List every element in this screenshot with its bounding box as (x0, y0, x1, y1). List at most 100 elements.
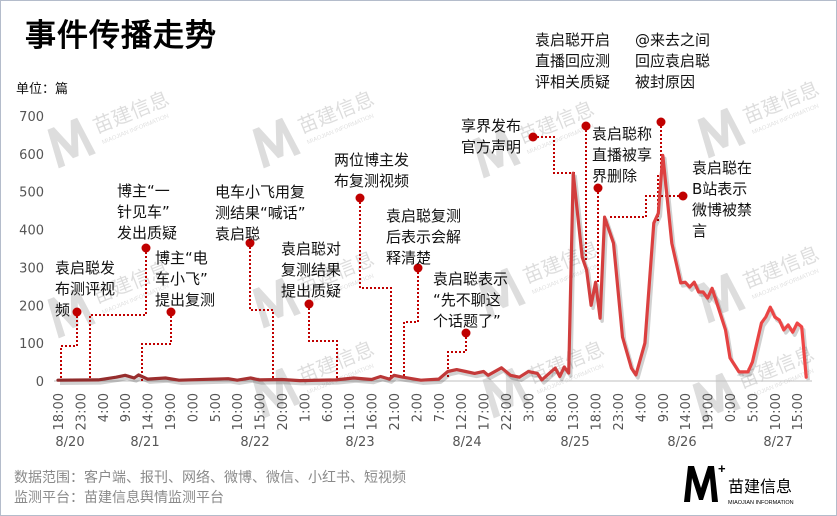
x-tick-label: 6:00 (321, 393, 336, 422)
annotation-text: 官方声明 (461, 138, 521, 156)
annotation-dot (593, 183, 603, 193)
annotation-text: “先不聊这 (433, 291, 501, 309)
x-tick-label: 23:00 (612, 393, 627, 430)
annotation-text: 提出复测 (155, 291, 215, 309)
watermark-m-mark (252, 117, 301, 169)
watermark-m-mark (482, 367, 531, 419)
annotation-text: @来去之间 (635, 31, 710, 49)
unit-label: 单位：篇 (16, 82, 69, 97)
watermark-m-mark (697, 107, 746, 159)
x-tick-label: 8:00 (545, 393, 560, 422)
annotation-text: 袁启聪发 (55, 259, 115, 277)
annotation-leader (308, 304, 338, 381)
annotation-text: 直播回应测 (535, 52, 610, 70)
annotation-text: 测结果“喊话” (215, 204, 306, 222)
x-date-label: 8/22 (240, 435, 269, 450)
x-date-label: 8/26 (667, 435, 696, 450)
annotation-text: 袁启聪称 (592, 125, 652, 143)
x-date-label: 8/27 (763, 435, 792, 450)
annotation-text: 后表示会解 (386, 228, 461, 246)
annotation-text: 博主“一 (117, 182, 170, 200)
x-tick-label: 10:00 (231, 393, 246, 430)
y-tick-label: 700 (19, 110, 44, 125)
series-line (56, 153, 810, 386)
y-tick-label: 200 (19, 299, 44, 314)
annotation-text: 袁启聪表示 (433, 270, 508, 288)
annotation-text: 个话题了” (433, 312, 501, 330)
annotation-text: 享界发布 (461, 117, 521, 135)
x-tick-label: 7:00 (433, 393, 448, 422)
x-tick-label: 18:00 (52, 393, 67, 430)
annotation-text: 回应袁启聪 (635, 52, 710, 70)
miaojian-logo: + 苗建信息 MIAOJIAN INFORMATION (684, 462, 794, 506)
x-date-label: 8/20 (55, 435, 84, 450)
x-date-label: 8/24 (452, 435, 481, 450)
x-tick-label: 4:00 (634, 393, 649, 422)
x-tick-label: 18:00 (590, 393, 605, 430)
x-tick-label: 13:00 (567, 393, 582, 430)
annotation-text: 发出质疑 (117, 224, 177, 242)
x-tick-label: 1:00 (298, 393, 313, 422)
y-tick-label: 0 (36, 375, 44, 390)
annotation-text: 直播被享 (592, 146, 652, 164)
watermark-m-mark (692, 372, 741, 424)
x-tick-label: 23:00 (74, 393, 89, 430)
annotation-text: 提出质疑 (281, 282, 341, 300)
x-tick-label: 9:00 (657, 393, 672, 422)
x-tick-label: 5:00 (209, 393, 224, 422)
logo-english: MIAOJIAN INFORMATION (728, 500, 794, 506)
annotation-dot (355, 193, 365, 203)
watermark-m-mark (697, 272, 746, 324)
annotation-dot (72, 307, 82, 317)
logo-name: 苗建信息 (728, 477, 792, 496)
annotation-text: 袁启聪 (215, 225, 260, 243)
annotation-leader (359, 198, 392, 378)
annotation-text: 评相关质疑 (535, 73, 610, 91)
x-date-label: 8/21 (130, 435, 159, 450)
annotation-text: 袁启聪对 (281, 240, 341, 258)
annotation-dot (461, 328, 471, 338)
annotation-text: 释清楚 (386, 249, 431, 267)
footer-data-scope: 数据范围：客户端、报刊、网络、微博、微信、小红书、短视频 (14, 470, 406, 486)
watermark-m-mark (472, 127, 521, 179)
annotation-leader (403, 268, 419, 378)
x-tick-label: 19:00 (164, 393, 179, 430)
annotation-text: 被封原因 (635, 73, 695, 91)
annotation-leader (141, 312, 172, 381)
annotation-text: 袁启聪在 (692, 159, 752, 177)
annotation-leader (533, 136, 576, 174)
annotation-text: 布复测视频 (334, 172, 409, 190)
x-tick-label: 12:00 (455, 393, 470, 430)
x-tick-label: 5:00 (746, 393, 761, 422)
annotation-text: 两位博主发 (334, 151, 409, 169)
x-tick-label: 14:00 (142, 393, 157, 430)
annotation-leader (608, 195, 683, 218)
y-tick-label: 500 (19, 186, 44, 201)
x-tick-label: 9:00 (119, 393, 134, 422)
annotation-dot (304, 299, 314, 309)
footer-platform: 监测平台：苗建信息舆情监测平台 (14, 490, 224, 506)
x-tick-label: 21:00 (388, 393, 403, 430)
annotation-leader (447, 333, 467, 378)
annotation-text: B站表示 (692, 180, 747, 198)
annotation-text: 袁启聪复测 (386, 207, 461, 225)
x-tick-label: 0:00 (724, 393, 739, 422)
annotation-text: 频 (55, 301, 70, 319)
annotation-leader (249, 243, 274, 381)
series-line (56, 153, 808, 383)
annotation-dot (245, 238, 255, 248)
x-tick-label: 20:00 (276, 393, 291, 430)
annotation-text: 袁启聪开启 (535, 31, 610, 49)
annotation-text: 复测结果 (281, 261, 341, 279)
x-tick-label: 19:00 (702, 393, 717, 430)
annotation-text: 博主“电 (155, 249, 208, 267)
annotation-text: 车小飞” (155, 270, 208, 288)
x-date-label: 8/23 (345, 435, 374, 450)
annotation-text: 言 (692, 222, 707, 240)
x-tick-label: 0:00 (186, 393, 201, 422)
annotation-dot (656, 117, 666, 127)
